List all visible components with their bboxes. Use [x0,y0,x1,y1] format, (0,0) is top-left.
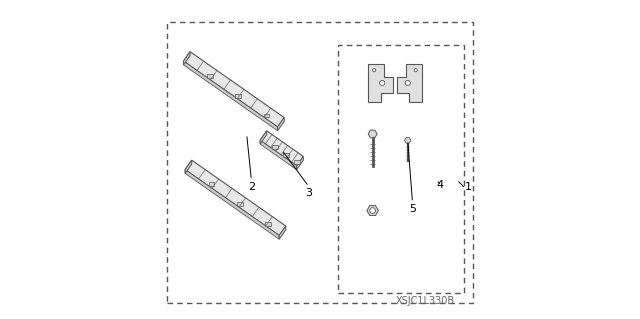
Polygon shape [184,61,278,131]
Polygon shape [264,114,269,117]
Polygon shape [260,131,267,144]
Polygon shape [397,64,422,102]
Polygon shape [209,182,214,186]
Polygon shape [185,170,279,239]
Text: XSJC1L330B: XSJC1L330B [396,296,455,306]
Polygon shape [184,52,284,127]
Circle shape [414,69,417,72]
Polygon shape [236,94,241,98]
Polygon shape [278,117,284,131]
Polygon shape [185,160,192,174]
Text: 3: 3 [305,188,312,198]
Polygon shape [272,145,278,149]
Circle shape [405,80,410,85]
Circle shape [380,80,385,85]
Polygon shape [279,226,286,239]
Polygon shape [283,153,289,157]
Polygon shape [207,74,213,78]
Polygon shape [260,131,303,166]
Text: 5: 5 [409,204,416,214]
Text: 4: 4 [436,180,443,190]
Polygon shape [294,160,300,164]
Polygon shape [367,205,378,216]
Text: 2: 2 [248,182,255,192]
Circle shape [370,208,376,213]
Polygon shape [237,202,243,206]
Polygon shape [368,64,394,102]
Circle shape [372,69,376,72]
Text: 1: 1 [465,182,472,192]
Polygon shape [368,130,377,138]
Polygon shape [265,222,271,226]
Polygon shape [260,140,297,170]
Polygon shape [184,52,190,65]
Polygon shape [297,156,303,170]
Polygon shape [404,137,411,143]
Polygon shape [185,160,286,235]
